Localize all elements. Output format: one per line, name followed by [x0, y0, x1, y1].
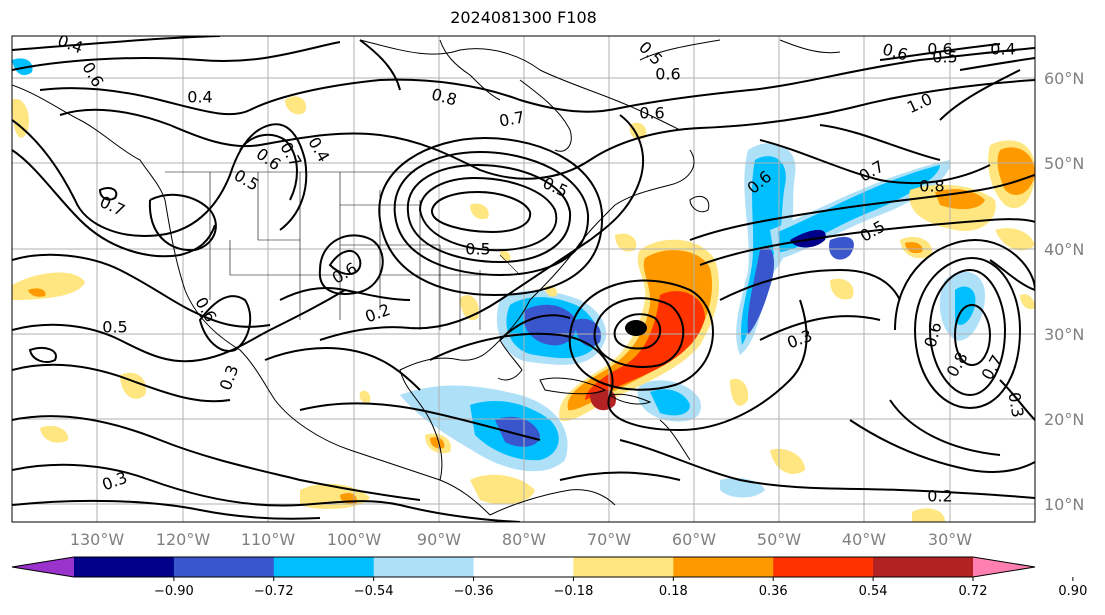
contour-label: 0.7 [498, 107, 526, 130]
low-center-marker [625, 320, 647, 336]
latitude-label: 20°N [1044, 410, 1084, 429]
longitude-label: 110°W [241, 530, 296, 549]
longitude-label: 30°W [928, 530, 972, 549]
map-title: 2024081300 F108 [450, 8, 597, 27]
colorbar-tick-label: −0.54 [354, 584, 394, 599]
colorbar-tick-label: −0.72 [254, 584, 294, 599]
contour-label: 0.5 [102, 318, 127, 337]
contour-label: 0.6 [639, 104, 664, 123]
colorbar-segment [573, 557, 674, 577]
colorbar-outline [11, 556, 1036, 578]
contour-label: 0.6 [655, 65, 680, 84]
colorbar-extend-max [973, 557, 1035, 577]
longitude-label: 50°W [757, 530, 801, 549]
colorbar-segment [273, 557, 375, 577]
colorbar-segment [873, 557, 974, 577]
colorbar-tick-label: 0.36 [759, 584, 788, 599]
longitude-label: 90°W [417, 530, 461, 549]
latitude-label: 60°N [1044, 69, 1084, 88]
coastlines [12, 39, 841, 516]
colorbar-segment [74, 557, 175, 577]
longitude-labels: 130°W 120°W 110°W 100°W 90°W 80°W 70°W 60°W 50°W… [70, 530, 972, 549]
longitude-label: 40°W [842, 530, 886, 549]
longitude-label: 60°W [672, 530, 716, 549]
contour-lines [12, 36, 1035, 522]
contour-label: 0.2 [927, 487, 952, 506]
contour-label: 0.5 [465, 240, 490, 259]
colorbar-tick-label: 0.54 [859, 584, 888, 599]
colorbar-segment [673, 557, 774, 577]
colorbar-extend-min [12, 557, 74, 577]
latitude-label: 10°N [1044, 495, 1084, 514]
longitude-label: 130°W [70, 530, 125, 549]
colorbar-segment [473, 557, 574, 577]
latitude-labels: 60°N 50°N 40°N 30°N 20°N 10°N [1044, 69, 1084, 514]
colorbar-tick-label: 0.18 [659, 584, 688, 599]
contour-label: 0.5 [932, 48, 957, 67]
colorbar-tick-label: −0.36 [454, 584, 494, 599]
colorbar-segment [173, 557, 275, 577]
colorbar-segment [773, 557, 874, 577]
contour-label: 0.3 [1004, 391, 1027, 419]
latitude-label: 40°N [1044, 240, 1084, 259]
contour-label: 0.8 [919, 177, 944, 196]
longitude-label: 100°W [327, 530, 382, 549]
longitude-label: 70°W [587, 530, 631, 549]
colorbar-tick-label: 0.72 [959, 584, 988, 599]
latitude-label: 50°N [1044, 154, 1084, 173]
colorbar-segment [373, 557, 475, 577]
plot-frame [11, 35, 1036, 523]
contour-label: 0.4 [990, 40, 1015, 59]
contour-label: 0.6 [927, 40, 952, 59]
contour-label: 0.4 [187, 88, 212, 107]
longitude-label: 120°W [156, 530, 211, 549]
longitude-label: 80°W [502, 530, 546, 549]
latitude-label: 30°N [1044, 325, 1084, 344]
colorbar-tick-label: −0.18 [554, 584, 594, 599]
colorbar-tick-label: 0.90 [1058, 584, 1087, 599]
colorbar: −0.90 −0.72 −0.54 −0.36 −0.18 0.18 0.36 0.54 0.7… [11, 556, 1087, 599]
colorbar-tick-label: −0.90 [154, 584, 194, 599]
